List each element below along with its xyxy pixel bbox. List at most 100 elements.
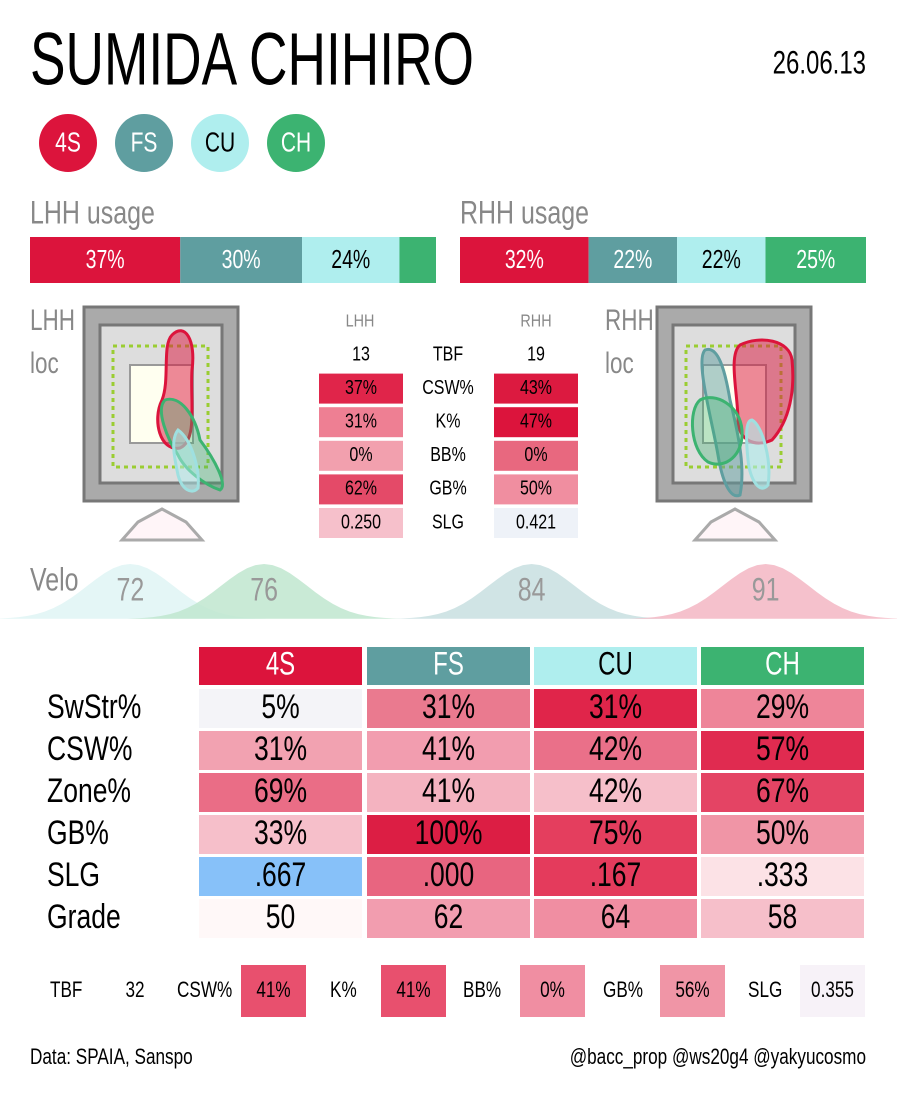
table-cell-value: .167 xyxy=(590,856,642,894)
velo-value: 91 xyxy=(752,573,780,609)
table-cell-value: 67% xyxy=(756,772,809,810)
pitch-badge xyxy=(39,114,97,172)
velo-value: 84 xyxy=(518,573,546,609)
table-cell-value: 31% xyxy=(422,688,475,726)
table-cell xyxy=(199,899,362,938)
usage-label-value: 25% xyxy=(796,244,835,273)
loc-side: LHH xyxy=(30,303,75,337)
table-cell-value: 58 xyxy=(768,898,798,936)
table-cell xyxy=(199,773,362,812)
table-header xyxy=(199,647,362,685)
table-cell-value: 64 xyxy=(601,898,631,936)
usage-label-value: 22% xyxy=(613,244,652,273)
summary-cell xyxy=(241,965,306,1017)
usage-bar xyxy=(180,237,303,283)
loc-label: loc xyxy=(605,346,634,380)
table-cell-value: 42% xyxy=(589,772,642,810)
table-cell xyxy=(701,857,864,896)
table-cell-value: 62 xyxy=(434,898,464,936)
table-cell xyxy=(701,731,864,770)
usage-bar xyxy=(677,237,766,283)
summary-label: TBF xyxy=(50,978,82,1003)
split-cell xyxy=(319,508,403,538)
summary-label: CSW% xyxy=(177,978,232,1003)
split-cell-value: 43% xyxy=(520,376,552,398)
pitch-badge xyxy=(115,114,173,172)
table-cell-value: 75% xyxy=(589,814,642,852)
split-cell xyxy=(494,474,578,505)
split-cell-value: 0% xyxy=(349,443,372,465)
summary-cell xyxy=(381,965,446,1017)
table-cell-value: .000 xyxy=(423,856,475,894)
velo-density xyxy=(394,564,669,619)
split-cell-value: 0.421 xyxy=(516,511,556,533)
table-row-label: Grade xyxy=(47,898,121,936)
usage-bar xyxy=(399,237,436,283)
split-cell xyxy=(494,407,578,438)
loc-label: loc xyxy=(30,346,59,380)
table-cell-value: .333 xyxy=(757,856,809,894)
split-cell-value: 13 xyxy=(352,343,370,365)
table-cell xyxy=(367,731,530,770)
table-cell-value: 5% xyxy=(261,688,299,726)
table-cell xyxy=(534,899,697,938)
table-cell-value: 50% xyxy=(756,814,809,852)
summary-value: 41% xyxy=(396,978,430,1003)
split-header: LHH xyxy=(346,311,375,331)
split-row-label: CSW% xyxy=(422,376,474,398)
date: 26.06.13 xyxy=(773,44,866,80)
usage-label: LHH usage xyxy=(30,196,155,232)
usage-bar xyxy=(588,237,678,283)
split-row-label: BB% xyxy=(430,443,466,465)
usage-label-value: 32% xyxy=(505,244,544,273)
table-cell-value: 41% xyxy=(422,772,475,810)
usage-bar xyxy=(302,237,400,283)
usage-bar xyxy=(765,237,866,283)
pitch-badge-label: CU xyxy=(205,128,235,159)
table-cell xyxy=(199,689,362,728)
pitch-badge xyxy=(267,114,325,172)
table-row-label: CSW% xyxy=(47,730,132,768)
loc-side: RHH xyxy=(605,303,654,337)
velo-value: 72 xyxy=(116,573,144,609)
table-cell xyxy=(367,815,530,854)
table-header-label: CU xyxy=(598,645,633,681)
split-cell xyxy=(319,440,403,471)
table-cell-value: 29% xyxy=(756,688,809,726)
summary-label: SLG xyxy=(748,978,782,1003)
table-header xyxy=(701,647,864,685)
summary-value: 41% xyxy=(256,978,290,1003)
table-cell xyxy=(367,773,530,812)
summary-value: 32 xyxy=(125,978,144,1003)
pitch-badge-label: 4S xyxy=(55,128,81,159)
title: SUMIDA CHIHIRO xyxy=(30,18,474,101)
velo-density xyxy=(127,564,402,619)
lhh-zone-plot xyxy=(82,305,240,542)
pitch-badge xyxy=(191,114,249,172)
table-header-label: 4S xyxy=(266,645,295,681)
table-cell xyxy=(534,815,697,854)
table-cell xyxy=(367,857,530,896)
footer-credits: @bacc_prop @ws20g4 @yakyucosmo xyxy=(570,1045,866,1070)
table-cell xyxy=(199,857,362,896)
table-cell xyxy=(701,689,864,728)
split-cell-value: 50% xyxy=(520,477,552,499)
split-cell xyxy=(319,373,403,404)
table-cell xyxy=(534,731,697,770)
table-row-label: GB% xyxy=(47,814,109,852)
usage-label-value: 22% xyxy=(702,244,741,273)
split-header: RHH xyxy=(520,311,551,331)
velo-value: 76 xyxy=(250,573,278,609)
split-cell-value: 47% xyxy=(520,410,552,432)
table-cell xyxy=(701,899,864,938)
usage-label-value: 30% xyxy=(222,244,261,273)
split-cell xyxy=(494,508,578,538)
table-cell xyxy=(199,815,362,854)
split-row-label: K% xyxy=(436,410,461,432)
summary-value: 0% xyxy=(540,978,565,1003)
table-cell-value: 31% xyxy=(254,730,307,768)
pitch-badge-label: FS xyxy=(131,128,158,159)
table-cell-value: 50 xyxy=(266,898,296,936)
split-cell xyxy=(319,474,403,505)
usage-label-value: 24% xyxy=(331,244,370,273)
